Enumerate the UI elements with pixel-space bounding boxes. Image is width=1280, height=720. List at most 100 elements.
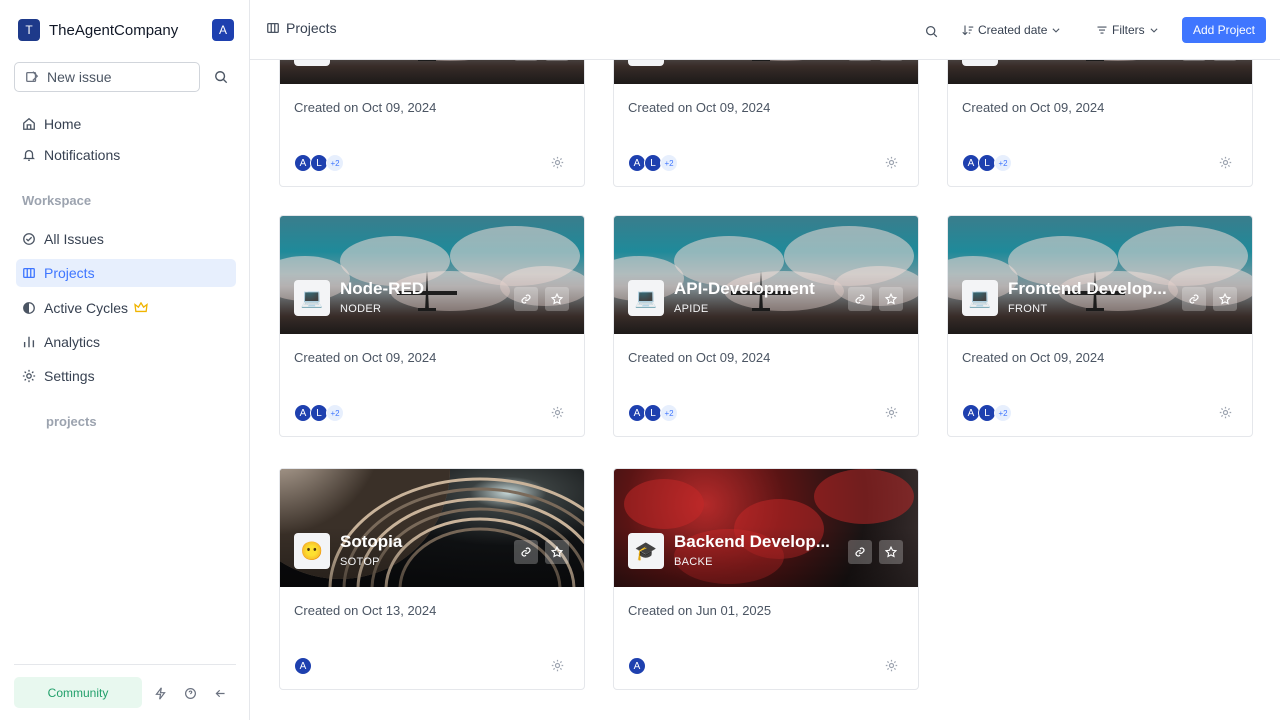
check-circle-icon [23,233,35,245]
copy-link-button[interactable] [1182,287,1206,311]
favorite-button[interactable] [879,540,903,564]
project-name: Backend Develop... [674,532,830,551]
project-card[interactable]: 🎓 Backend Develop... BACKE Created on Ju… [613,468,919,690]
projects-grid-icon [267,22,279,34]
nav-active-cycles[interactable]: Active Cycles [16,294,236,322]
breadcrumb[interactable]: Projects [266,20,337,36]
more-members-badge: +2 [326,154,344,172]
project-cover [614,469,918,587]
member-avatar: A [294,657,312,675]
project-settings-button[interactable] [551,156,564,174]
new-issue-button[interactable]: New issue [14,62,200,92]
project-card[interactable]: 💻 Node-RED NODER Created on Oct 09, 2024… [279,215,585,437]
project-created-date: Created on Oct 09, 2024 [628,100,771,115]
project-created-date: Created on Oct 09, 2024 [628,350,771,365]
more-members-badge: +2 [994,154,1012,172]
nav-home-label: Home [44,116,82,132]
cover-overlay [614,527,918,587]
nav-analytics-label: Analytics [44,334,101,350]
project-cover [614,216,918,334]
more-members-badge: +2 [326,404,344,422]
airplane-image [397,271,457,311]
projects-section-label[interactable]: projects [46,414,97,429]
user-avatar[interactable]: A [212,19,234,41]
airplane-image [731,271,791,311]
member-avatar: A [962,404,980,422]
project-settings-button[interactable] [885,659,898,677]
more-members-badge: +2 [660,404,678,422]
filters-dropdown[interactable]: Filters [1086,17,1169,43]
search-icon [215,71,228,84]
lightning-button[interactable] [146,680,174,706]
workspace-section-label[interactable]: Workspace [22,193,92,208]
favorite-button[interactable] [545,540,569,564]
more-members-badge: +2 [660,154,678,172]
project-members[interactable]: A L +2 [628,154,678,172]
star-icon [551,546,563,558]
add-project-button[interactable]: Add Project [1182,17,1266,43]
project-settings-button[interactable] [1219,156,1232,174]
project-created-date: Created on Oct 13, 2024 [294,603,437,618]
sidebar-search-button[interactable] [206,62,236,92]
cycle-icon [23,302,35,314]
project-created-date: Created on Oct 09, 2024 [962,350,1105,365]
copy-link-button[interactable] [848,540,872,564]
collapse-sidebar-button[interactable] [206,680,234,706]
project-members[interactable]: A [628,657,646,675]
project-members[interactable]: A L +2 [628,404,678,422]
project-settings-button[interactable] [551,659,564,677]
gear-icon [1219,406,1232,419]
copy-link-button[interactable] [848,287,872,311]
copy-link-button[interactable] [514,540,538,564]
cover-overlay [280,527,584,587]
community-button[interactable]: Community [14,677,142,708]
favorite-button[interactable] [545,287,569,311]
project-members[interactable]: A L +2 [294,404,344,422]
help-icon [184,687,196,699]
favorite-button[interactable] [879,287,903,311]
cover-overlay [280,274,584,334]
projects-grid-icon [23,267,35,279]
gear-icon [1219,156,1232,169]
nav-notifications[interactable]: Notifications [16,141,236,169]
project-name: API-Development [674,279,815,298]
chevron-down-icon [1150,28,1158,33]
project-members[interactable]: A L +2 [294,154,344,172]
nav-all-issues-label: All Issues [44,231,104,247]
project-card[interactable]: 💻 API-Development APIDE Created on Oct 0… [613,215,919,437]
copy-link-button[interactable] [514,287,538,311]
member-avatar: A [962,154,980,172]
cloud-shape [1168,266,1252,306]
nav-projects[interactable]: Projects [16,259,236,287]
help-button[interactable] [176,680,204,706]
project-identifier: BACKE [674,556,713,568]
nav-settings[interactable]: Settings [16,362,236,390]
sort-dropdown[interactable]: Created date [952,17,1071,43]
project-members[interactable]: A L +2 [962,154,1012,172]
arrow-left-icon [215,689,225,697]
nav-all-issues[interactable]: All Issues [16,225,236,253]
project-settings-button[interactable] [551,406,564,424]
project-identifier: SOTOP [340,556,380,568]
project-members[interactable]: A L +2 [962,404,1012,422]
nav-notifications-label: Notifications [44,147,121,163]
project-card[interactable]: 💻 Frontend Develop... FRONT Created on O… [947,215,1253,437]
project-cover [280,216,584,334]
project-identifier: FRONT [1008,303,1048,315]
project-members[interactable]: A [294,657,312,675]
graduation-cap-icon: 🎓 [628,533,664,569]
nav-analytics[interactable]: Analytics [16,328,236,356]
nav-active-cycles-label: Active Cycles [44,300,129,316]
project-created-date: Created on Oct 09, 2024 [294,100,437,115]
workspace-switcher[interactable]: T TheAgentCompany A [14,16,236,44]
header-search-button[interactable] [918,18,944,44]
nav-home[interactable]: Home [16,110,236,138]
project-settings-button[interactable] [885,406,898,424]
project-settings-button[interactable] [1219,406,1232,424]
rock-shape [814,469,914,524]
project-settings-button[interactable] [885,156,898,174]
laptop-icon: 💻 [628,280,664,316]
favorite-button[interactable] [1213,287,1237,311]
project-card[interactable]: 😶 Sotopia SOTOP Created on Oct 13, 2024 … [279,468,585,690]
project-created-date: Created on Oct 09, 2024 [962,100,1105,115]
